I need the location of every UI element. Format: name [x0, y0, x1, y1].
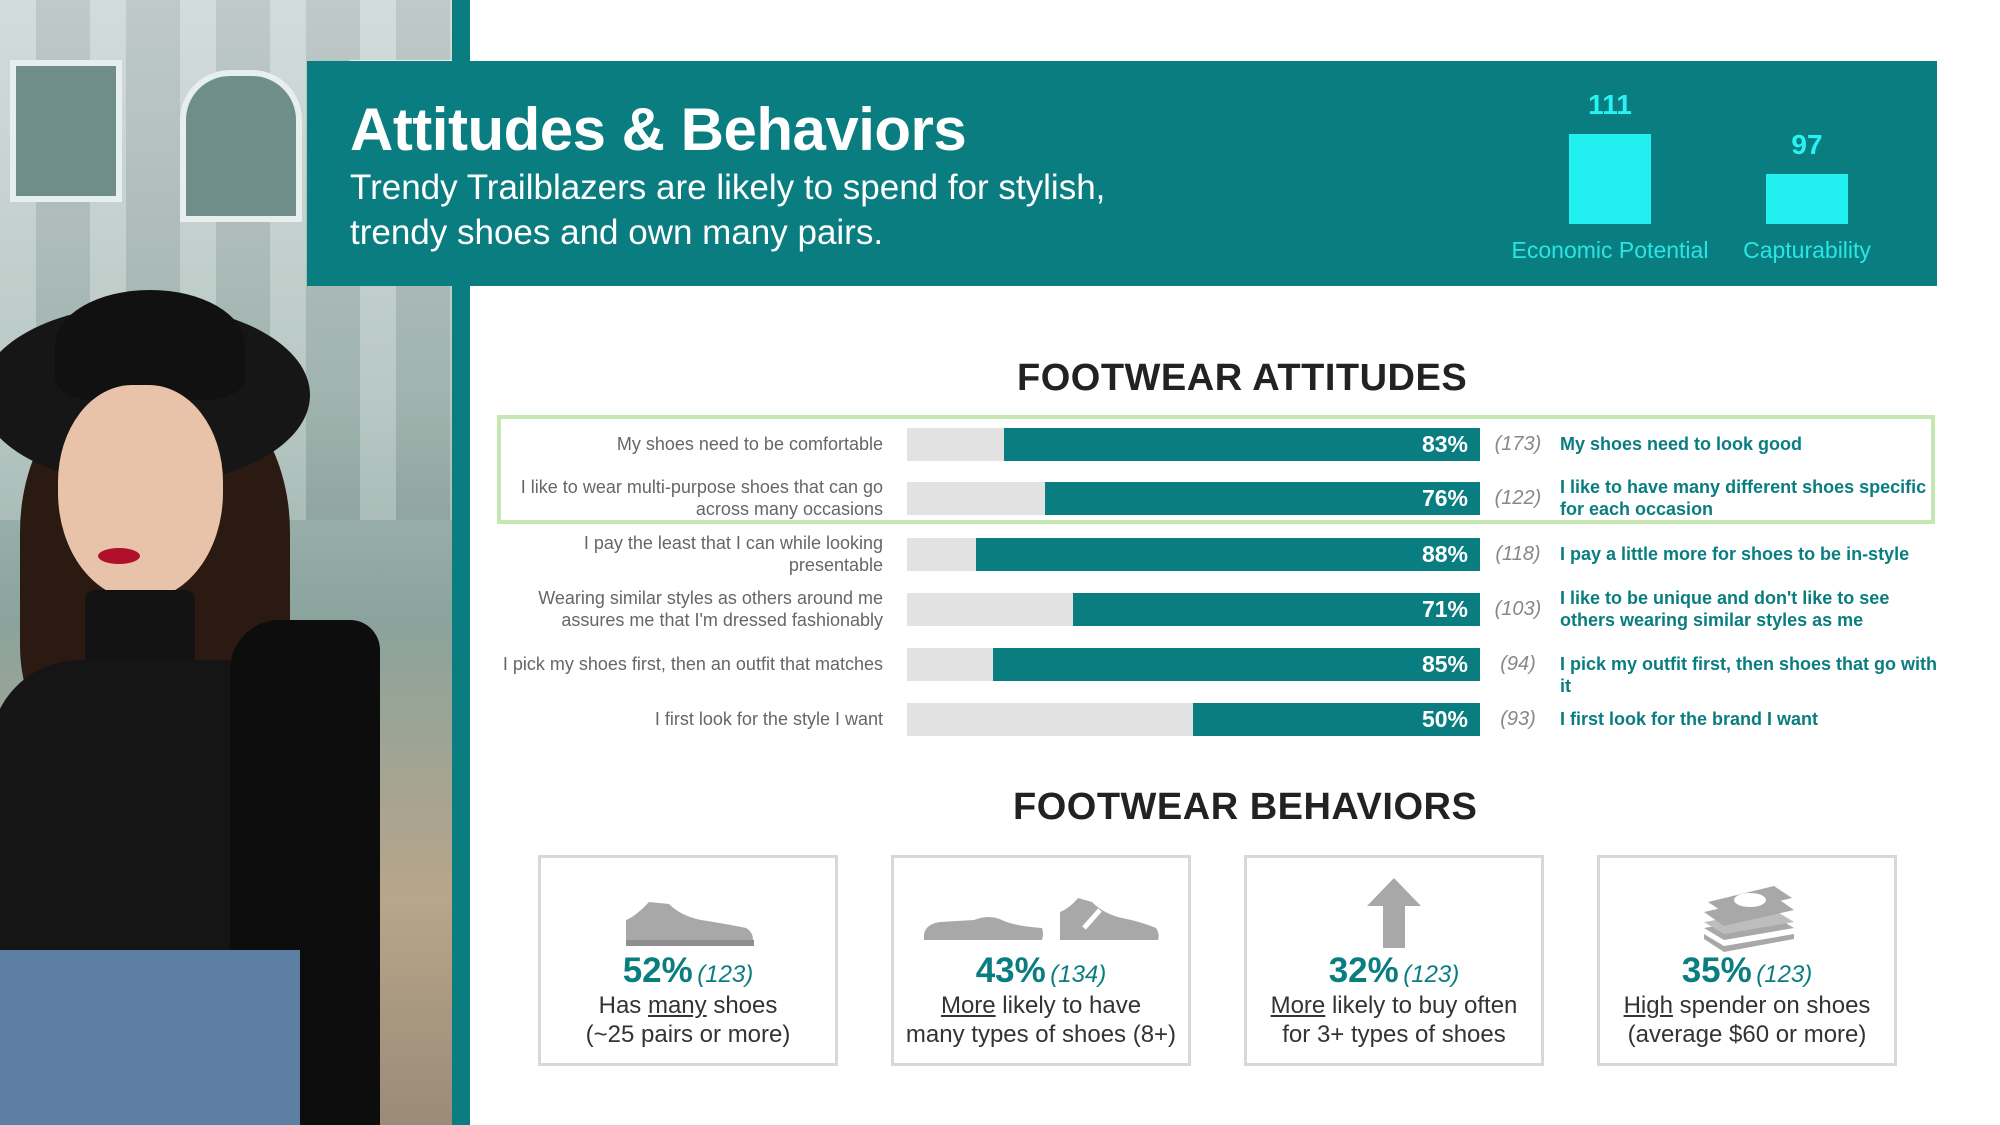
behavior-index: (123) [1756, 961, 1813, 988]
metric-bar [1766, 174, 1848, 224]
behavior-line1: Has many shoes [541, 992, 835, 1020]
attitude-percent: 76% [1421, 485, 1468, 511]
attitude-left-label: I pay the least that I can while looking… [583, 533, 883, 575]
text: likely to have [995, 992, 1142, 1019]
attitude-bar-track: 76% [907, 482, 1480, 515]
face-shape [58, 385, 223, 600]
behavior-card: 52% (123) Has many shoes (~25 pairs or m… [538, 855, 838, 1066]
sneaker-icon [626, 902, 754, 946]
metric-economic-potential: 111 Economic Potential [1510, 61, 1710, 286]
behavior-stat: 43% (134) [894, 951, 1188, 991]
attitude-bar: 76% [1045, 482, 1480, 515]
emphasis: High [1623, 992, 1673, 1019]
attitude-bar-track: 71% [907, 593, 1480, 626]
attitude-bar: 85% [993, 648, 1480, 681]
attitude-right-label: I like to be unique and don't like to se… [1560, 588, 1890, 630]
emphasis: More [940, 992, 996, 1019]
behavior-card: 32% (123) More likely to buy often for 3… [1244, 855, 1544, 1066]
attitude-bar: 88% [976, 538, 1480, 571]
text: shoes [706, 992, 778, 1019]
lips-shape [98, 548, 140, 564]
attitude-percent: 85% [1421, 651, 1468, 677]
behavior-line1: More likely to buy often [1247, 992, 1541, 1020]
text: spender on shoes [1672, 992, 1871, 1019]
attitude-index: (122) [1494, 487, 1542, 509]
emphasis: many [647, 992, 707, 1019]
emphasis: More [1270, 992, 1326, 1019]
behavior-percent: 43% [975, 951, 1046, 990]
attitude-bar-track: 50% [907, 703, 1480, 736]
attitude-percent: 71% [1421, 596, 1468, 622]
behavior-line1: High spender on shoes [1600, 992, 1894, 1020]
attitude-left-label: I first look for the style I want [654, 709, 883, 729]
behavior-index: (134) [1050, 961, 1107, 988]
page-subtitle: Trendy Trailblazers are likely to spend … [350, 168, 1106, 252]
page-title: Attitudes & Behaviors [350, 96, 967, 163]
metric-value: 111 [1588, 89, 1632, 120]
behavior-line2: many types of shoes (8+) [905, 1021, 1177, 1048]
behavior-percent: 35% [1681, 951, 1752, 990]
attitude-bar-track: 85% [907, 648, 1480, 681]
attitude-index: (93) [1500, 708, 1536, 730]
behavior-card: 43% (134) More likely to have many types… [891, 855, 1191, 1066]
shoes-pair-icon [924, 898, 1159, 940]
behavior-line1: More likely to have [894, 992, 1188, 1020]
attitude-percent: 50% [1421, 706, 1468, 732]
behavior-stat: 35% (123) [1600, 951, 1894, 991]
window-shape [10, 60, 122, 202]
behavior-index: (123) [1403, 961, 1460, 988]
behavior-percent: 32% [1328, 951, 1399, 990]
attitude-left-label: My shoes need to be comfortable [616, 434, 883, 454]
attitude-index: (94) [1500, 653, 1536, 675]
metric-bar [1569, 134, 1651, 224]
attitude-bar-track: 88% [907, 538, 1480, 571]
attitude-index: (118) [1495, 543, 1541, 565]
arrow-up-icon [1367, 878, 1421, 948]
attitude-bar-track: 83% [907, 428, 1480, 461]
attitudes-title: FOOTWEAR ATTITUDES [1017, 357, 1468, 399]
metric-label: Capturability [1743, 237, 1871, 263]
header-banner: Attitudes & Behaviors Trendy Trailblazer… [307, 61, 1937, 286]
attitude-bar: 83% [1004, 428, 1480, 461]
attitude-index: (103) [1494, 598, 1542, 620]
behavior-card: 35% (123) High spender on shoes (average… [1597, 855, 1897, 1066]
behavior-percent: 52% [622, 951, 693, 990]
attitude-bar: 50% [1193, 703, 1480, 736]
attitude-right-label: I like to have many different shoes spec… [1560, 477, 1927, 519]
text: Has [598, 992, 648, 1019]
attitude-right-label: I first look for the brand I want [1560, 709, 1819, 729]
attitude-percent: 88% [1421, 541, 1468, 567]
behavior-line2: for 3+ types of shoes [1282, 1021, 1506, 1048]
metric-value: 97 [1791, 129, 1823, 160]
attitude-index: (173) [1494, 433, 1542, 455]
behavior-line2: (average $60 or more) [1627, 1021, 1867, 1048]
hat-crown-shape [55, 290, 245, 400]
highlight-box [497, 415, 1935, 524]
behavior-stat: 52% (123) [541, 951, 835, 991]
metric-label: Economic Potential [1511, 237, 1709, 263]
attitude-bar: 71% [1073, 593, 1480, 626]
attitude-right-label: My shoes need to look good [1560, 434, 1803, 454]
jeans-shape [0, 950, 300, 1125]
attitude-right-label: I pay a little more for shoes to be in-s… [1560, 544, 1910, 564]
attitude-right-label: I pick my outfit first, then shoes that … [1560, 654, 1938, 696]
behaviors-title: FOOTWEAR BEHAVIORS [1013, 786, 1478, 828]
behavior-index: (123) [697, 961, 754, 988]
behavior-line2: (~25 pairs or more) [585, 1021, 791, 1048]
text: likely to buy often [1325, 992, 1518, 1019]
attitude-percent: 83% [1421, 431, 1468, 457]
attitude-left-label: I pick my shoes first, then an outfit th… [502, 654, 883, 674]
attitude-left-label: Wearing similar styles as others around … [538, 588, 883, 630]
window-shape [180, 70, 302, 222]
attitude-left-label: I like to wear multi-purpose shoes that … [520, 477, 883, 519]
behavior-stat: 32% (123) [1247, 951, 1541, 991]
metric-capturability: 97 Capturability [1707, 61, 1907, 286]
money-stack-icon [1704, 886, 1794, 952]
